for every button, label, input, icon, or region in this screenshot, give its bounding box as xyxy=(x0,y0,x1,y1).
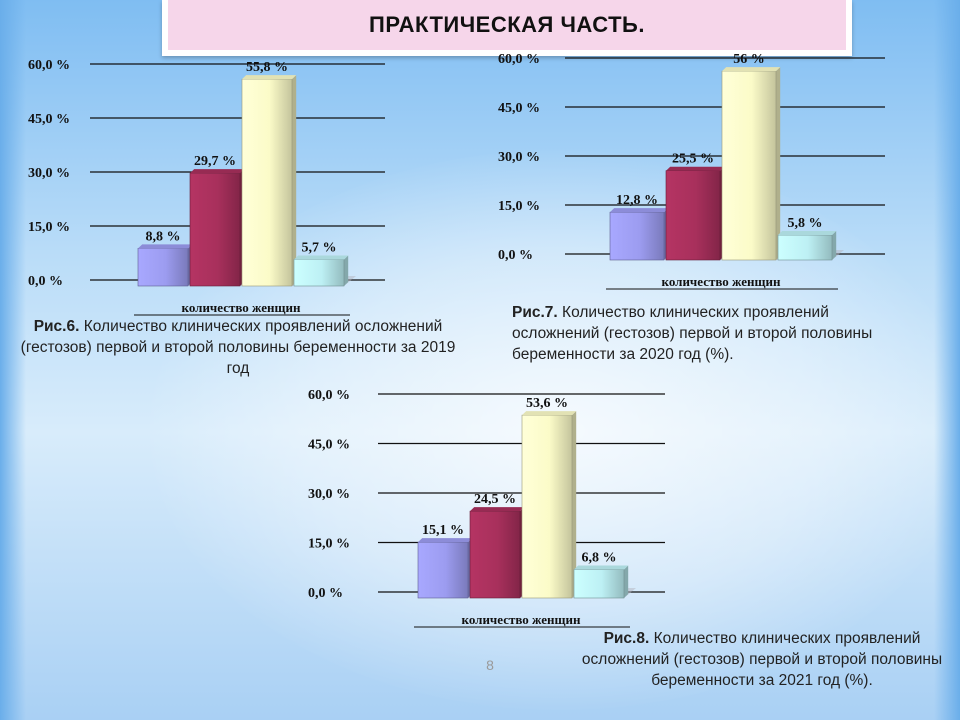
y-tick-label: 45,0 % xyxy=(498,101,540,116)
left-edge-shade xyxy=(0,0,26,720)
y-tick-label: 45,0 % xyxy=(308,438,350,453)
caption-fig8-text: Количество клинических проявлений осложн… xyxy=(581,630,943,689)
y-tick-label: 45,0 % xyxy=(28,112,70,127)
y-tick-label: 0,0 % xyxy=(28,274,63,289)
page-number: 8 xyxy=(486,657,494,673)
bar-2 xyxy=(469,507,525,599)
right-edge-shade xyxy=(934,0,960,720)
data-label: 5,8 % xyxy=(788,216,823,231)
x-category-label: количество женщин xyxy=(182,300,302,315)
chart-2020: 0,0 % 15,0 % 30,0 % 45,0 % 60,0 % 12,8 % 25,5 … xyxy=(490,42,890,292)
chart-2021: 0,0 % 15,0 % 30,0 % 45,0 % 60,0 % 15,1 % 24,5 … xyxy=(300,380,670,630)
caption-fig7-prefix: Рис.7. xyxy=(512,304,558,321)
caption-fig7: Рис.7. Количество клинических проявлений… xyxy=(512,302,912,365)
data-label: 12,8 % xyxy=(616,193,658,208)
data-label: 29,7 % xyxy=(194,154,236,169)
data-label: 6,8 % xyxy=(582,551,617,566)
y-tick-label: 60,0 % xyxy=(498,52,540,67)
x-category-label: количество женщин xyxy=(462,612,582,627)
bar-1 xyxy=(137,244,193,287)
data-label: 5,7 % xyxy=(302,240,337,255)
bar-3 xyxy=(521,411,577,599)
data-label: 24,5 % xyxy=(474,492,516,507)
bar-3 xyxy=(721,67,781,261)
y-tick-label: 60,0 % xyxy=(28,58,70,73)
y-tick-label: 15,0 % xyxy=(498,199,540,214)
bar-1 xyxy=(417,538,473,599)
data-label: 53,6 % xyxy=(526,396,568,411)
bar-4 xyxy=(777,231,837,261)
y-tick-label: 0,0 % xyxy=(308,586,343,601)
bar-1 xyxy=(609,208,669,261)
caption-fig6: Рис.6. Количество клинических проявлений… xyxy=(18,316,458,379)
chart-2020-svg: 0,0 % 15,0 % 30,0 % 45,0 % 60,0 % 12,8 % 25,5 … xyxy=(498,52,885,290)
x-category-label: количество женщин xyxy=(662,274,782,289)
bar-2 xyxy=(665,166,725,261)
bar-2 xyxy=(189,169,245,287)
caption-fig6-prefix: Рис.6. xyxy=(33,318,80,335)
data-label: 25,5 % xyxy=(672,152,714,167)
slide-title: ПРАКТИЧЕСКАЯ ЧАСТЬ. xyxy=(369,12,645,37)
caption-fig8-prefix: Рис.8. xyxy=(603,630,650,647)
caption-fig6-text: Количество клинических проявлений осложн… xyxy=(20,318,456,377)
chart-2021-svg: 0,0 % 15,0 % 30,0 % 45,0 % 60,0 % 15,1 % 24,5 … xyxy=(308,388,665,628)
y-tick-label: 60,0 % xyxy=(308,388,350,403)
y-tick-label: 0,0 % xyxy=(498,248,533,263)
y-tick-label: 30,0 % xyxy=(308,487,350,502)
caption-fig8: Рис.8. Количество клинических проявлений… xyxy=(572,628,952,691)
data-label: 56 % xyxy=(733,52,765,67)
caption-fig7-text: Количество клинических проявлений осложн… xyxy=(512,304,873,363)
title-box: ПРАКТИЧЕСКАЯ ЧАСТЬ. xyxy=(162,0,852,56)
chart-2019-svg: 0,0 % 15,0 % 30,0 % 45,0 % 60,0 % 8,8 % 29,7 %… xyxy=(28,58,385,316)
chart-2019: 0,0 % 15,0 % 30,0 % 45,0 % 60,0 % 8,8 % 29,7 %… xyxy=(20,50,400,316)
data-label: 15,1 % xyxy=(422,523,464,538)
y-tick-label: 15,0 % xyxy=(308,537,350,552)
data-label: 55,8 % xyxy=(246,60,288,75)
data-label: 8,8 % xyxy=(146,229,181,244)
bar-4 xyxy=(573,565,629,599)
y-tick-label: 15,0 % xyxy=(28,220,70,235)
bar-3 xyxy=(241,75,297,287)
y-tick-label: 30,0 % xyxy=(498,150,540,165)
y-tick-label: 30,0 % xyxy=(28,166,70,181)
bar-4 xyxy=(293,255,349,287)
